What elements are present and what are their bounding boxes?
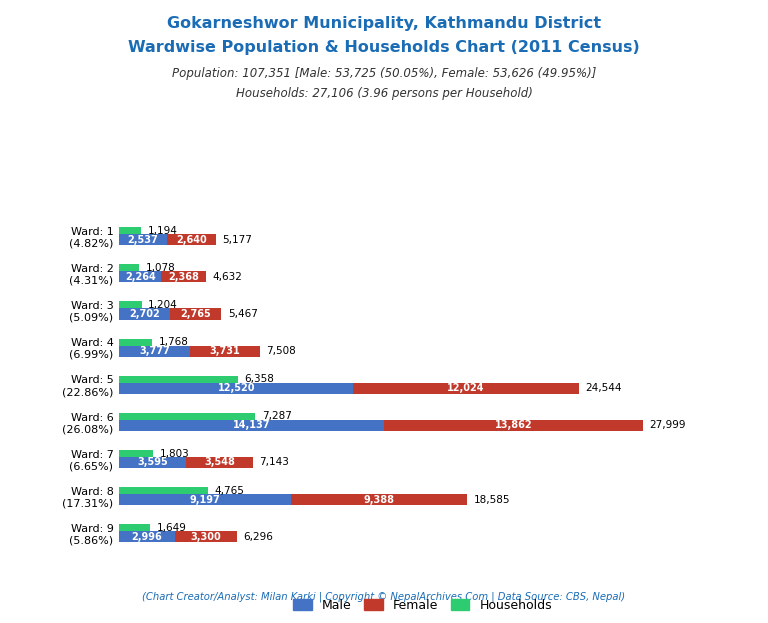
Text: 18,585: 18,585 — [474, 495, 510, 505]
Text: 3,595: 3,595 — [137, 457, 168, 467]
Bar — [119, 346, 190, 357]
Bar — [119, 302, 141, 309]
Bar — [187, 457, 253, 468]
Bar — [119, 338, 152, 346]
Bar — [119, 494, 291, 505]
Text: 3,777: 3,777 — [139, 346, 170, 356]
Text: 13,862: 13,862 — [495, 421, 532, 430]
Bar — [119, 487, 208, 495]
Bar — [119, 264, 139, 272]
Text: 9,197: 9,197 — [190, 495, 220, 505]
Text: 12,024: 12,024 — [447, 383, 485, 393]
Bar — [167, 234, 216, 245]
Bar — [119, 234, 167, 245]
Text: 7,143: 7,143 — [260, 457, 290, 467]
Text: 6,296: 6,296 — [243, 531, 273, 542]
Text: 1,194: 1,194 — [148, 226, 178, 236]
Text: 5,467: 5,467 — [228, 309, 258, 319]
Text: 24,544: 24,544 — [585, 383, 621, 393]
Text: 2,537: 2,537 — [127, 235, 158, 245]
Legend: Male, Female, Households: Male, Female, Households — [288, 594, 557, 617]
Bar — [119, 420, 384, 431]
Text: 2,702: 2,702 — [129, 309, 160, 319]
Text: 7,508: 7,508 — [266, 346, 296, 356]
Text: 1,078: 1,078 — [146, 263, 176, 273]
Bar — [119, 531, 175, 542]
Bar — [175, 531, 237, 542]
Bar — [119, 376, 238, 383]
Bar — [291, 494, 467, 505]
Text: 14,137: 14,137 — [233, 421, 270, 430]
Bar — [119, 227, 141, 235]
Bar — [161, 272, 206, 282]
Text: 2,765: 2,765 — [180, 309, 211, 319]
Text: 27,999: 27,999 — [650, 421, 687, 430]
Text: 6,358: 6,358 — [245, 374, 274, 384]
Text: (Chart Creator/Analyst: Milan Karki | Copyright © NepalArchives.Com | Data Sourc: (Chart Creator/Analyst: Milan Karki | Co… — [142, 592, 626, 602]
Text: 3,731: 3,731 — [210, 346, 240, 356]
Text: 3,300: 3,300 — [190, 531, 221, 542]
Bar — [119, 308, 170, 320]
Text: 12,520: 12,520 — [217, 383, 255, 393]
Bar — [170, 308, 221, 320]
Bar — [119, 450, 153, 457]
Text: Population: 107,351 [Male: 53,725 (50.05%), Female: 53,626 (49.95%)]: Population: 107,351 [Male: 53,725 (50.05… — [172, 67, 596, 80]
Text: 7,287: 7,287 — [262, 411, 292, 422]
Bar — [384, 420, 643, 431]
Bar — [119, 383, 353, 394]
Bar — [119, 272, 161, 282]
Text: 4,765: 4,765 — [215, 486, 245, 496]
Bar — [353, 383, 578, 394]
Text: 2,640: 2,640 — [176, 235, 207, 245]
Text: 1,768: 1,768 — [159, 337, 189, 347]
Text: 2,368: 2,368 — [168, 272, 199, 282]
Text: 4,632: 4,632 — [212, 272, 242, 282]
Bar — [190, 346, 260, 357]
Text: Gokarneshwor Municipality, Kathmandu District: Gokarneshwor Municipality, Kathmandu Dis… — [167, 16, 601, 31]
Text: 1,803: 1,803 — [159, 449, 189, 459]
Bar — [119, 457, 187, 468]
Text: 3,548: 3,548 — [204, 457, 235, 467]
Text: Wardwise Population & Households Chart (2011 Census): Wardwise Population & Households Chart (… — [128, 40, 640, 55]
Text: 9,388: 9,388 — [363, 495, 395, 505]
Text: 2,264: 2,264 — [125, 272, 156, 282]
Text: Households: 27,106 (3.96 persons per Household): Households: 27,106 (3.96 persons per Hou… — [236, 87, 532, 100]
Bar — [119, 413, 256, 420]
Bar — [119, 524, 150, 531]
Text: 1,649: 1,649 — [157, 523, 187, 533]
Text: 2,996: 2,996 — [131, 531, 163, 542]
Text: 5,177: 5,177 — [223, 235, 253, 245]
Text: 1,204: 1,204 — [148, 300, 178, 310]
